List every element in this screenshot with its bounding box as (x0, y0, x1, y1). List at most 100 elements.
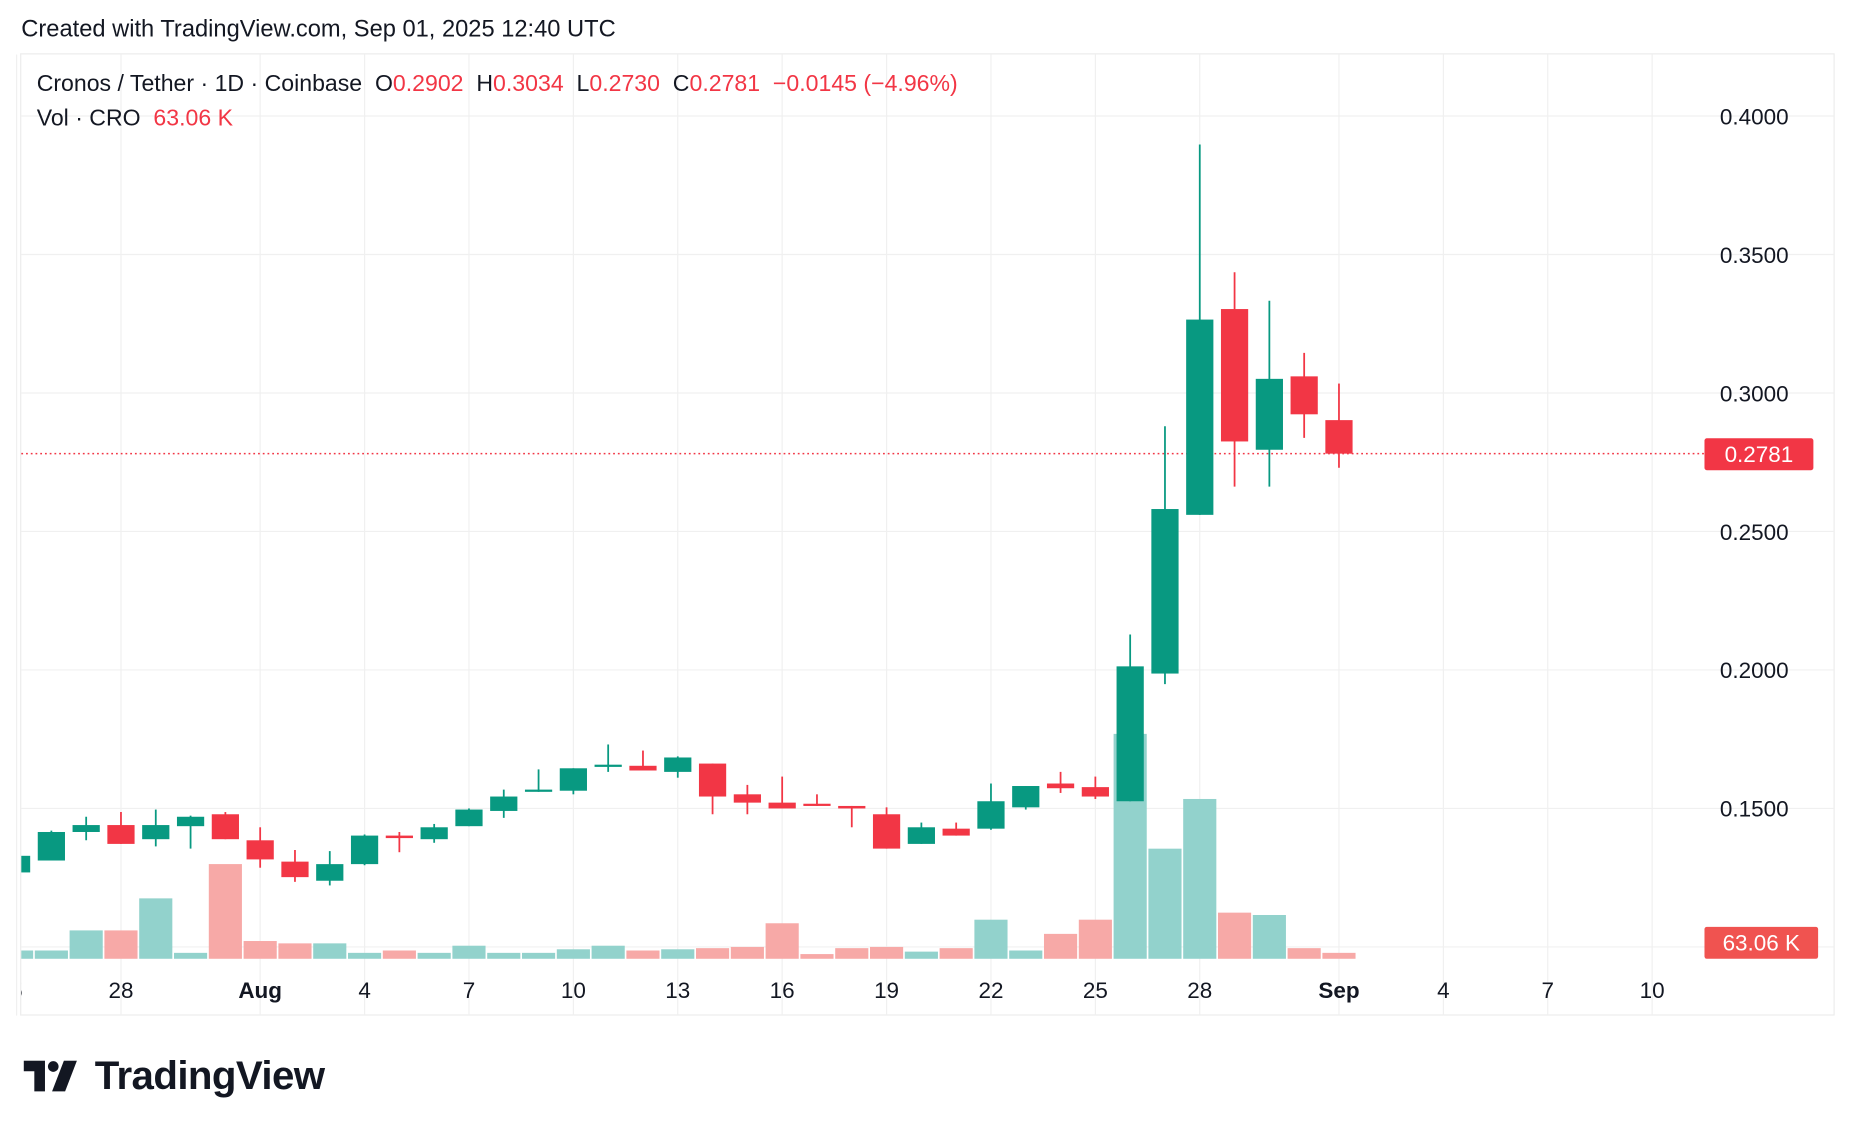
volume-bar (278, 943, 312, 959)
volume-bar (313, 943, 347, 959)
volume-bar (626, 950, 660, 959)
y-tick-label: 0.3500 (1720, 243, 1789, 268)
x-tick-label: 7 (1542, 978, 1555, 1003)
open-label: O (374, 71, 393, 98)
candle-body (664, 757, 692, 772)
candle-body (1325, 420, 1353, 454)
close-label: C (672, 71, 690, 98)
volume-bar (104, 930, 138, 959)
x-tick-label: 4 (1437, 978, 1450, 1003)
volume-bar (800, 954, 834, 959)
volume-bar (1183, 798, 1217, 959)
y-tick-label: 0.2500 (1720, 520, 1789, 545)
x-tick-label: Aug (238, 978, 282, 1003)
candle-body (1255, 378, 1283, 450)
candle-body (246, 840, 274, 860)
volume-bar (904, 951, 938, 959)
tradingview-logo-text: TradingView (94, 1053, 325, 1099)
candle-body (72, 825, 100, 832)
candle-body (1186, 319, 1214, 515)
last-price-label: 0.2781 (1725, 442, 1794, 467)
volume-bar (243, 941, 277, 959)
symbol-legend: Cronos / Tether · 1D · Coinbase O0.2902 … (37, 71, 958, 98)
x-tick-label: 25 (1083, 978, 1108, 1003)
candle-body (768, 802, 796, 809)
volume-bar (765, 923, 799, 959)
volume-bar (208, 864, 242, 959)
volume-bar (21, 950, 34, 959)
tradingview-logo-icon (23, 1059, 77, 1091)
candle-body (350, 835, 379, 865)
volume-bar (1217, 912, 1252, 959)
volume-bar (173, 952, 208, 959)
candle-body (1290, 376, 1318, 415)
last-volume-label: 63.06 K (1723, 930, 1800, 955)
volume-bar (661, 949, 695, 959)
volume-bar (695, 948, 730, 959)
candle-body (420, 827, 448, 840)
candle-body (838, 805, 866, 809)
volume-bar (591, 945, 625, 959)
candle-body (872, 814, 901, 849)
volume-bar (1043, 933, 1078, 959)
candle-body (37, 831, 65, 861)
created-with-text: Created with TradingView.com, Sep 01, 20… (21, 16, 616, 43)
x-tick-label: 10 (561, 978, 586, 1003)
volume-label[interactable]: Vol · CRO (36, 105, 141, 132)
open-value: 0.2902 (392, 71, 464, 98)
high-value: 0.3034 (493, 71, 564, 98)
high-label: H (476, 71, 494, 98)
x-tick-label: 19 (874, 978, 899, 1003)
y-tick-label: 0.2000 (1720, 658, 1789, 683)
volume-bar (1148, 848, 1182, 959)
low-value: 0.2730 (589, 71, 660, 98)
volume-bar (1322, 952, 1356, 959)
volume-bar (347, 952, 382, 959)
chart-frame (20, 53, 1835, 1016)
candle-body (733, 794, 761, 803)
x-tick-label: 7 (463, 978, 476, 1003)
candle-body (698, 763, 727, 797)
volume-bar (487, 952, 521, 959)
volume-bar (417, 952, 451, 959)
x-tick-label: 4 (358, 978, 371, 1003)
last-price-tag (1704, 438, 1814, 471)
candle-body (1220, 309, 1249, 442)
volume-bar (34, 950, 68, 959)
volume-legend: Vol · CRO 63.06 K (37, 105, 233, 132)
tradingview-logo[interactable]: TradingView (23, 1053, 325, 1099)
last-volume-tag (1704, 926, 1819, 959)
volume-bar (382, 950, 416, 959)
volume-bar (869, 946, 904, 959)
x-tick-label: Sep (1318, 978, 1359, 1003)
candle-body (524, 789, 553, 792)
candle-body (629, 765, 657, 771)
x-tick-label: 16 (770, 978, 795, 1003)
x-tick-label: 10 (1640, 978, 1665, 1003)
x-tick-label: 28 (1187, 978, 1212, 1003)
volume-value: 63.06 K (153, 105, 234, 132)
candle-body (455, 809, 483, 827)
volume-bar (69, 930, 103, 959)
volume-bar (1078, 919, 1112, 959)
candle-body (211, 814, 239, 840)
volume-bar (521, 952, 556, 959)
candle-body (316, 864, 344, 881)
volume-bar (556, 949, 590, 959)
candle-body (1046, 783, 1075, 789)
x-tick-label: 22 (978, 978, 1003, 1003)
x-tick-label: 28 (108, 978, 133, 1003)
candle-body (385, 835, 413, 839)
candle-body (1116, 666, 1144, 802)
candle-body (907, 827, 935, 844)
candle-body (1081, 787, 1109, 797)
candle-body (107, 825, 135, 844)
volume-bar (452, 945, 486, 959)
volume-bar (139, 898, 173, 959)
candle-body (176, 816, 205, 827)
candle-body (977, 801, 1005, 829)
volume-bar (1009, 950, 1043, 959)
symbol-title[interactable]: Cronos / Tether · 1D · Coinbase (36, 71, 363, 98)
volume-bar (730, 946, 764, 959)
